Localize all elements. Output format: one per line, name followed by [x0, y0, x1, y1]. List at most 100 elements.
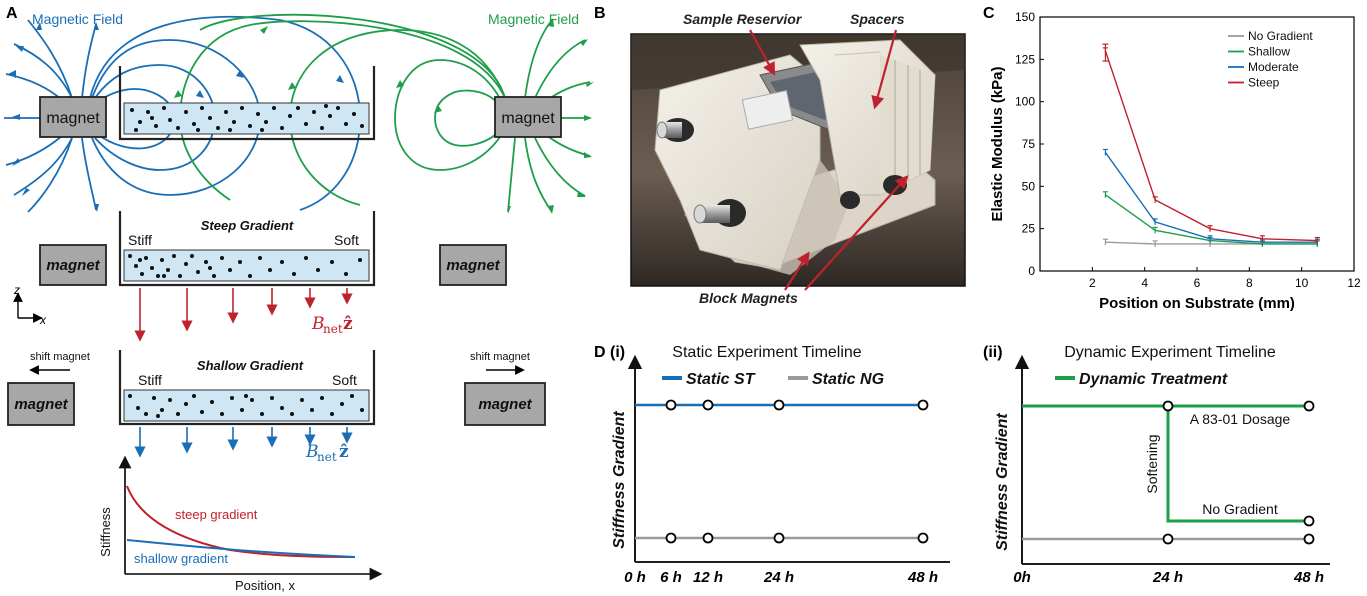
particles-shallow — [128, 394, 364, 418]
field-arrows-left — [8, 22, 344, 212]
stiffness-plot: Stiffness Position, x steep gradient sha… — [98, 455, 383, 593]
panel-b: B — [594, 5, 966, 306]
svg-text:6 h: 6 h — [660, 569, 682, 586]
soft-label: Soft — [332, 372, 357, 388]
y-tick-label: 75 — [1022, 137, 1036, 151]
field-lines-left — [4, 15, 361, 213]
dynamic-treatment-line — [1022, 404, 1309, 523]
no-gradient-label: No Gradient — [1202, 501, 1278, 517]
magnet-shallow-left — [7, 382, 75, 426]
position-axis-label: Position, x — [235, 578, 295, 593]
svg-text:0 h: 0 h — [624, 569, 646, 586]
y-tick-label: 125 — [1015, 52, 1035, 66]
magnet-label: magnet — [446, 257, 500, 274]
legend-dynamic-treatment: Dynamic Treatment — [1079, 371, 1228, 388]
svg-text:24 h: 24 h — [763, 569, 794, 586]
sample-reservoir-label: Sample Reservior — [683, 11, 803, 27]
legend-label: Moderate — [1248, 60, 1299, 74]
bnet-label-steep: B net ẑ — [311, 314, 353, 336]
magnet-label: magnet — [478, 396, 532, 413]
svg-text:B: B — [305, 442, 319, 462]
shallow-curve — [126, 539, 356, 558]
panel-a: A Magnetic Field Magnetic Field — [4, 5, 594, 593]
y-tick-label: 0 — [1028, 264, 1035, 278]
series-line-shallow — [1105, 194, 1318, 245]
svg-text:ẑ: ẑ — [339, 442, 349, 462]
elastic-modulus-chart: 0 25 50 75 100 125 150 2 4 6 8 10 12 Position on Subs… — [989, 10, 1361, 312]
stiffness-axis-label: Stiffness — [98, 507, 113, 557]
force-arrows-steep — [134, 288, 353, 342]
y-tick-label: 100 — [1015, 95, 1035, 109]
magnet-top-left — [39, 96, 107, 138]
dynamic-timepoints — [1162, 400, 1315, 545]
y-tick-label: 50 — [1022, 179, 1036, 193]
magnet-shallow-right — [464, 382, 546, 426]
shallow-gradient-title: Shallow Gradient — [197, 358, 304, 373]
steep-gradient-title: Steep Gradient — [201, 218, 294, 233]
legend-label: Shallow — [1248, 45, 1290, 59]
panel-d-i: D (i) Static Experiment Timeline Static … — [594, 344, 950, 586]
shift-magnet-right-label: shift magnet — [470, 351, 530, 363]
svg-text:48 h: 48 h — [1293, 569, 1324, 586]
panel-label-a: A — [6, 5, 18, 22]
reservoir-top — [118, 66, 376, 141]
svg-text:net: net — [323, 322, 343, 336]
panel-c: C 0 25 50 75 100 125 150 2 4 6 8 10 12 Position on Su… — [983, 5, 1361, 312]
reservoir-shallow: Shallow Gradient Stiff Soft — [118, 350, 376, 426]
y-tick-label: 25 — [1022, 222, 1036, 236]
magnet-steep-left — [39, 244, 107, 286]
svg-text:48 h: 48 h — [907, 569, 938, 586]
chart-x-axis-label: Position on Substrate (mm) — [1099, 295, 1295, 312]
svg-text:12 h: 12 h — [693, 569, 723, 586]
y-tick-label: 150 — [1015, 10, 1035, 24]
magnetic-field-label-right: Magnetic Field — [488, 11, 579, 27]
dynamic-timeline-title: Dynamic Experiment Timeline — [1064, 344, 1276, 361]
svg-text:B: B — [311, 314, 325, 334]
legend-static-st: Static ST — [686, 371, 756, 388]
x-tick-label: 8 — [1246, 276, 1253, 290]
x-tick-label: 2 — [1089, 276, 1096, 290]
x-tick-label: 10 — [1295, 276, 1309, 290]
magnet-label: magnet — [501, 110, 555, 127]
legend-static-ng: Static NG — [812, 371, 884, 388]
svg-text:ẑ: ẑ — [343, 314, 353, 334]
svg-text:0h: 0h — [1013, 569, 1031, 586]
force-arrows-shallow — [134, 427, 353, 458]
magnetic-field-label-left: Magnetic Field — [32, 11, 123, 27]
device-photo — [630, 33, 966, 287]
axis-z-label: z — [13, 283, 20, 297]
shift-magnet-left-label: shift magnet — [30, 351, 90, 363]
steep-curve-label: steep gradient — [175, 507, 258, 522]
magnet-top-right — [494, 96, 562, 138]
panel-label-dii: (ii) — [983, 344, 1003, 361]
particles-steep — [128, 254, 362, 278]
panel-d-ii: (ii) Dynamic Experiment Timeline Dynamic… — [983, 344, 1330, 586]
panel-label-d: D (i) — [594, 344, 625, 361]
series-line-steep — [1104, 50, 1318, 242]
axes-indicator: z x — [13, 283, 47, 327]
field-arrows-right — [174, 18, 594, 214]
bnet-label-shallow: B net ẑ — [305, 442, 349, 464]
x-tick-label: 12 — [1347, 276, 1361, 290]
chart-frame — [1039, 16, 1355, 272]
magnet-steep-right — [439, 244, 507, 286]
stiff-label: Stiff — [138, 372, 162, 388]
particles-top — [130, 104, 364, 132]
shallow-curve-label: shallow gradient — [134, 551, 228, 566]
photo-pointer-arrows — [749, 29, 909, 291]
x-tick-label: 4 — [1141, 276, 1148, 290]
panel-label-c: C — [983, 5, 995, 22]
dynamic-x-ticks: 0h 24 h 48 h — [1013, 569, 1324, 586]
dynamic-y-label: Stiffness Gradient — [994, 413, 1011, 551]
static-x-ticks: 0 h 6 h 12 h 24 h 48 h — [624, 569, 938, 586]
axis-x-label: x — [39, 313, 47, 327]
soft-label: Soft — [334, 232, 359, 248]
stiff-label: Stiff — [128, 232, 152, 248]
svg-text:24 h: 24 h — [1152, 569, 1183, 586]
block-magnets-label: Block Magnets — [699, 290, 798, 306]
legend-label: No Gradient — [1248, 29, 1313, 43]
static-timepoints — [665, 399, 929, 544]
static-y-label: Stiffness Gradient — [611, 411, 628, 549]
magnet-label: magnet — [46, 110, 100, 127]
